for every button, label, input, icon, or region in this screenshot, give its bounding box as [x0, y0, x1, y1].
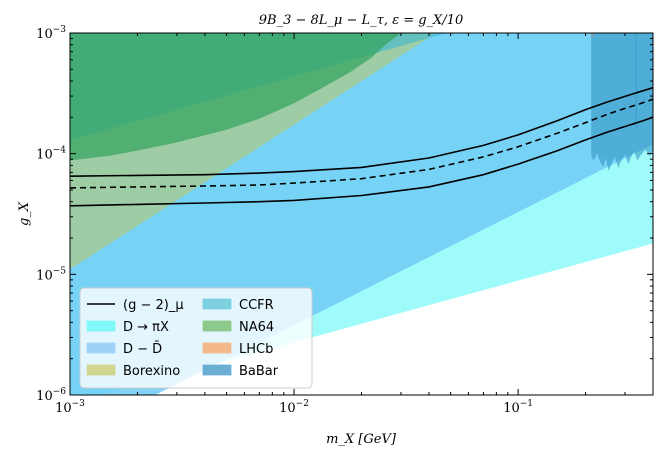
legend-label-borexino: Borexino: [123, 364, 180, 379]
legend-label-ccfr: CCFR: [239, 298, 274, 313]
legend-swatch-lhcb: [202, 342, 232, 354]
g-2-lines: [70, 86, 653, 207]
legend: (g − 2)_μ D → πX D − D̄ Borexino CCFR NA64 LHC…: [79, 287, 313, 389]
g-2-line-upper: [70, 86, 653, 177]
g-2-line-central: [70, 98, 653, 189]
region-babar: [591, 33, 653, 171]
g-2-line-lower: [70, 116, 653, 207]
legend-label-lhcb: LHCb: [239, 342, 273, 357]
legend-swatch-borexino: [86, 364, 116, 376]
legend-label-d-x: D → πX: [123, 320, 169, 335]
legend-swatch-babar: [202, 364, 232, 376]
axis-ticks: 10−3 10−2 10−1 10−6 10−5 10−4 10−3: [36, 25, 654, 416]
region-na64: [70, 33, 401, 161]
legend-label-na64: NA64: [239, 320, 274, 335]
legend-swatch-d-d: [86, 342, 116, 354]
x-tick-label: 10−2: [279, 399, 309, 416]
y-tick-label: 10−5: [36, 266, 66, 283]
legend-swatch-ccfr: [202, 298, 232, 310]
x-tick-label: 10−1: [503, 399, 533, 416]
legend-swatch-d-x: [86, 320, 116, 332]
legend-label-g-2: (g − 2)_μ: [123, 298, 184, 313]
y-tick-label: 10−6: [36, 387, 66, 404]
chart-title: 9B_3 − 8L_μ − L_τ, ε = g_X/10: [259, 13, 463, 28]
x-tick-label: 10−3: [55, 399, 85, 416]
legend-swatch-na64: [202, 320, 232, 332]
legend-label-babar: BaBar: [239, 364, 279, 379]
y-axis-label: g_X: [17, 201, 32, 226]
region-babar-stripe: [635, 33, 638, 129]
legend-box: [79, 287, 313, 389]
y-tick-label: 10−4: [36, 146, 66, 163]
x-axis-label: m_X [GeV]: [326, 432, 397, 447]
legend-label-d-d: D − D̄: [123, 342, 162, 357]
y-tick-label: 10−3: [36, 25, 66, 42]
